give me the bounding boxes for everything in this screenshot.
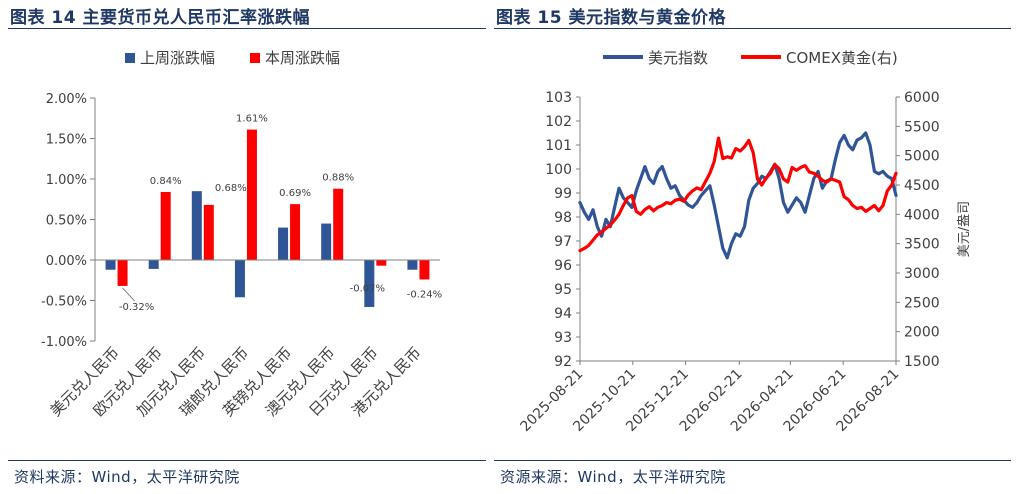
left-y-tick-label: 103	[545, 90, 572, 106]
legend-label-1: 上周涨跌幅	[140, 49, 215, 67]
right-y-tick-label: 3500	[904, 237, 940, 253]
right-y-tick-label: 1500	[904, 354, 940, 370]
figure-14-source: 资料来源：Wind，太平洋研究院	[14, 468, 240, 486]
figure-15-panel: 图表 15 美元指数与黄金价格 美元指数 COMEX黄金(右) 92 93 94 95 96…	[486, 0, 1021, 494]
right-y-tick-label: 3000	[904, 266, 940, 282]
legend-swatch-1	[125, 53, 135, 63]
bar-last-week-6	[321, 223, 332, 260]
left-y-tick-label: 95	[554, 282, 572, 298]
data-label-this-week: -0.32%	[119, 302, 154, 313]
y-tick-label: 0.50%	[46, 214, 87, 229]
left-y-tick-label: 98	[554, 210, 572, 226]
bar-this-week-8	[419, 260, 430, 280]
left-y-tick-label: 92	[554, 354, 572, 370]
left-y-tick-label: 93	[554, 330, 572, 346]
right-y-tick-label: 5500	[904, 119, 940, 135]
legend-label-1: 美元指数	[648, 49, 708, 67]
bar-chart: 上周涨跌幅 本周涨跌幅 -1.00% -0.50% 0.00% 0.50% 1.00% 1.5…	[41, 49, 442, 420]
line-chart: 美元指数 COMEX黄金(右) 92 93 94 95 96 97 98 99 100 101 102 1…	[518, 49, 972, 435]
figure-14-title-rule	[8, 28, 486, 29]
bar-this-week-1	[117, 260, 128, 286]
legend-label-2: COMEX黄金(右)	[786, 49, 898, 67]
bar-this-week-3	[203, 204, 214, 260]
left-y-tick-label: 102	[545, 114, 572, 130]
legend-swatch-2	[250, 53, 260, 63]
y-tick-label: 2.00%	[46, 92, 87, 107]
right-y-tick-label: 4000	[904, 207, 940, 223]
figure-15-title-rule	[494, 28, 1011, 29]
left-y-tick-label: 97	[554, 234, 572, 250]
figure-15-source: 资源来源：Wind，太平洋研究院	[500, 468, 726, 486]
data-label-this-week: 0.68%	[215, 183, 247, 194]
y-tick-label: -0.50%	[41, 295, 87, 310]
bar-legend: 上周涨跌幅 本周涨跌幅	[125, 49, 340, 67]
figure-14-title: 图表 14 主要货币兑人民币汇率涨跌幅	[10, 8, 310, 28]
data-label-this-week: -0.24%	[407, 289, 442, 300]
bar-this-week-2	[160, 191, 171, 260]
y-tick-label: 1.50%	[46, 133, 87, 148]
bar-this-week-6	[333, 188, 344, 260]
right-y-tick-label: 4500	[904, 178, 940, 194]
left-y-tick-label: 100	[545, 162, 572, 178]
right-y-axis-title: 美元/盎司	[957, 201, 972, 257]
data-label-this-week: 0.88%	[322, 173, 354, 184]
left-y-tick-label: 101	[545, 138, 572, 154]
bar-last-week-8	[407, 260, 418, 270]
right-y-tick-label: 2500	[904, 295, 940, 311]
left-y-tick-label: 99	[554, 186, 572, 202]
right-y-tick-label: 6000	[904, 90, 940, 106]
y-tick-label: 1.00%	[46, 173, 87, 188]
y-tick-label: -1.00%	[41, 335, 87, 350]
line-legend: 美元指数 COMEX黄金(右)	[603, 49, 898, 67]
bar-last-week-1	[105, 260, 116, 270]
data-label-this-week: 0.69%	[279, 188, 311, 199]
figure-15-title: 图表 15 美元指数与黄金价格	[496, 8, 726, 28]
left-y-tick-label: 94	[554, 306, 572, 322]
legend-label-2: 本周涨跌幅	[265, 49, 340, 67]
bar-last-week-5	[278, 227, 289, 260]
bar-last-week-2	[148, 260, 159, 269]
bar-last-week-7	[364, 260, 375, 307]
figure-14-panel: 图表 14 主要货币兑人民币汇率涨跌幅 上周涨跌幅 本周涨跌幅 -1.00% -0.5…	[0, 0, 496, 494]
bar-this-week-4	[246, 129, 257, 260]
dollar-index-line	[578, 131, 898, 260]
figure-14-source-rule	[8, 460, 486, 461]
data-label-this-week: 1.61%	[236, 114, 268, 125]
bar-this-week-5	[290, 204, 301, 260]
comex-gold-line	[578, 136, 898, 253]
data-label-this-week: 0.84%	[150, 176, 182, 187]
data-label-this-week: -0.07%	[350, 284, 385, 295]
right-y-tick-label: 5000	[904, 149, 940, 165]
left-y-tick-label: 96	[554, 258, 572, 274]
y-tick-label: 0.00%	[46, 254, 87, 269]
right-y-tick-label: 2000	[904, 325, 940, 341]
bar-last-week-3	[191, 191, 202, 260]
data-label-leader	[122, 287, 135, 302]
bar-last-week-4	[234, 260, 245, 298]
bar-this-week-7	[376, 260, 387, 266]
figure-15-source-rule	[494, 460, 1011, 461]
